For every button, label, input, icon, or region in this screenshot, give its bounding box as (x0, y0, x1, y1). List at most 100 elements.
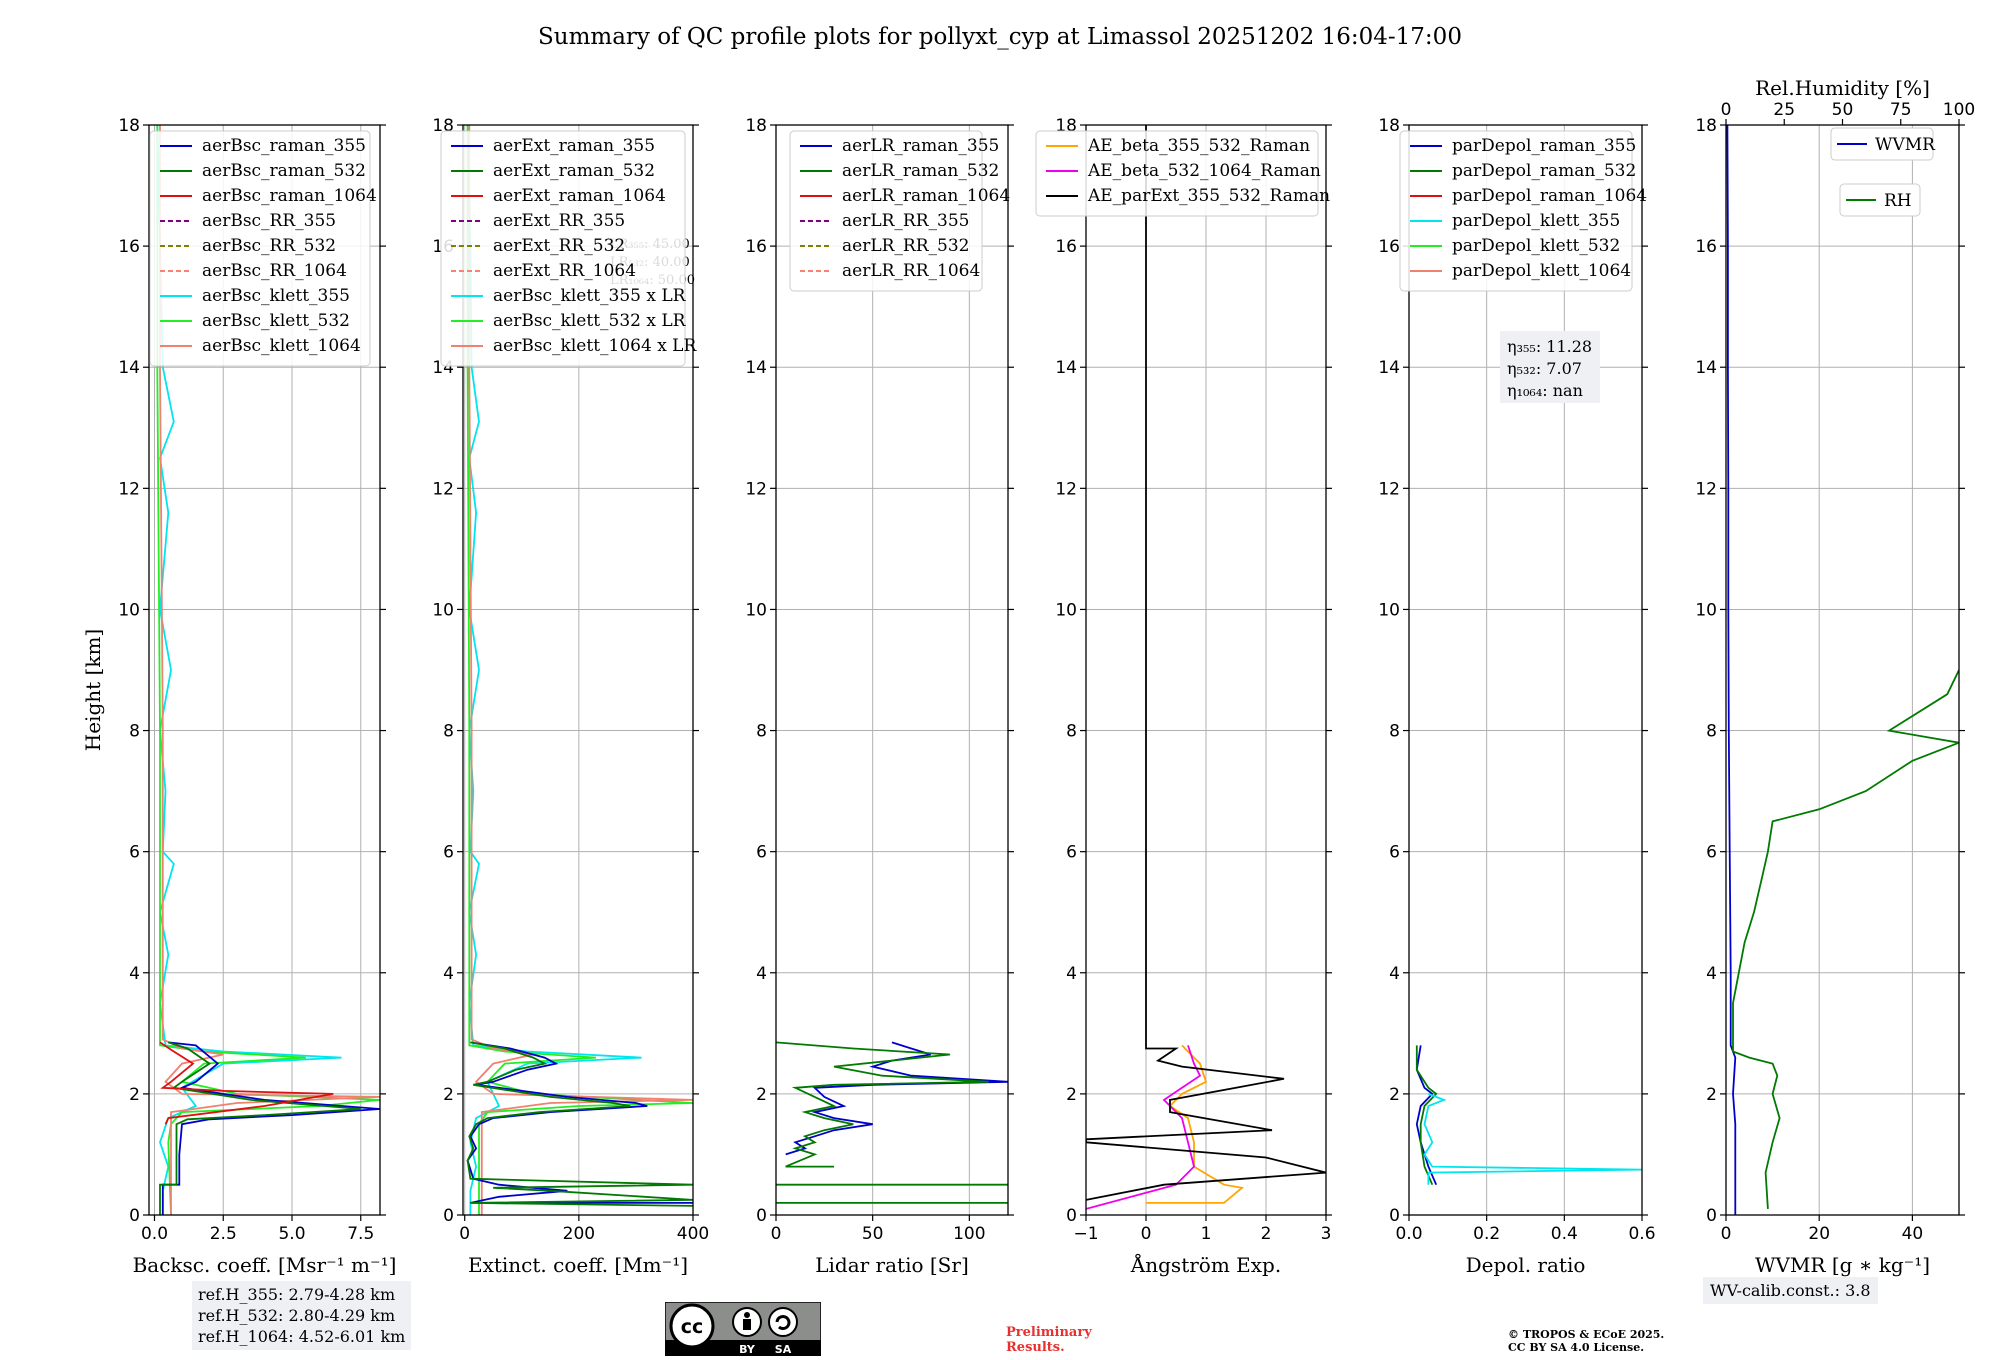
y-tick-label: 10 (118, 600, 140, 620)
ref-height-355: ref.H_355: 2.79-4.28 km (198, 1285, 396, 1304)
legend: aerLR_raman_355 aerLR_raman_532 aerLR_rama… (789, 130, 1010, 292)
y-tick-label: 16 (745, 237, 767, 257)
y-tick-label: 4 (1066, 964, 1077, 984)
y-tick-label: 4 (443, 964, 454, 984)
series-aerbsc-raman-355 (161, 1041, 380, 1215)
legend-entry: aerBsc_raman_532 (202, 161, 366, 181)
y-tick-label: 2 (1389, 1085, 1400, 1105)
sa-arrow-icon (775, 1315, 791, 1330)
ref-height-532: ref.H_532: 2.80-4.29 km (198, 1306, 396, 1325)
x-tick-label: 0 (459, 1224, 470, 1244)
y-axis-label: Height [km] (81, 629, 105, 751)
legend-entry: AE_beta_532_1064_Raman (1087, 161, 1321, 181)
legend-frame (1839, 183, 1921, 217)
legend-entry: aerExt_RR_1064 (493, 261, 636, 281)
series-group (466, 125, 693, 1215)
y-tick-label: 14 (745, 358, 767, 378)
y-tick-label: 2 (1706, 1085, 1717, 1105)
legend-rh: RH (1839, 183, 1921, 217)
sa-share-alike-icon (768, 1307, 798, 1337)
legend-entry: parDepol_raman_1064 (1452, 186, 1647, 206)
legend-entry: aerLR_RR_532 (842, 236, 969, 256)
y-tick-label: 10 (432, 600, 454, 620)
eta-box (1500, 331, 1600, 403)
y-tick-label: 2 (443, 1085, 454, 1105)
legend: AE_beta_355_532_Raman AE_beta_532_1064_Ra… (1035, 130, 1330, 217)
x-tick-label: 0 (1141, 1224, 1152, 1244)
y-tick-label: 0 (1066, 1206, 1077, 1226)
series-group (776, 1041, 1008, 1204)
x-tick-label: 0.6 (1628, 1224, 1655, 1244)
legend-entry: aerExt_raman_532 (493, 161, 655, 181)
top-x-tick-label: 25 (1773, 100, 1795, 120)
copyright-line-2: CC BY SA 4.0 License. (1508, 1341, 1645, 1354)
panel-depol: 0 2 4 6 8 10 12 14 16 18 0.0 0.2 0.4 0.6 Depol. ratio η… (1378, 116, 1655, 1277)
x-tick-label: 0 (1721, 1224, 1732, 1244)
top-x-tick-label: 100 (1943, 100, 1975, 120)
series-pardepol-raman-532 (1415, 1045, 1438, 1186)
x-tick-label: 400 (677, 1224, 709, 1244)
y-tick-label: 2 (756, 1085, 767, 1105)
ref-height-1064: ref.H_1064: 4.52-6.01 km (198, 1327, 406, 1346)
legend: aerBsc_raman_355 aerBsc_raman_532 aerBsc_r… (149, 130, 377, 367)
panel-backscatter: 0 2 4 6 8 10 12 14 16 18 0.0 2.5 5.0 7.5 Backsc. coeff… (118, 116, 396, 1277)
y-tick-label: 16 (1695, 237, 1717, 257)
x-tick-label: 0 (771, 1224, 782, 1244)
panel-extinction: 0246810121416180200400Extinct. coeff. [M… (432, 116, 709, 1277)
legend-frame (440, 130, 686, 367)
y-tick-label: 8 (129, 722, 140, 742)
series-pardepol-klett-355 (1423, 1093, 1642, 1185)
series-wvmr (1726, 125, 1737, 1215)
y-tick-label: 4 (756, 964, 767, 984)
y-tick-label: 12 (1378, 479, 1400, 499)
legend-entry: aerBsc_klett_1064 x LR (493, 336, 697, 356)
y-tick-label: 10 (1055, 600, 1077, 620)
y-tick-label: 14 (1378, 358, 1400, 378)
x-axis-label: WVMR [g ∗ kg⁻¹] (1755, 1253, 1930, 1277)
y-tick-label: 8 (443, 722, 454, 742)
legend-frame (1830, 127, 1934, 161)
y-tick-label: 4 (1706, 964, 1717, 984)
x-tick-label: 2.5 (210, 1224, 237, 1244)
legend-entry: parDepol_klett_355 (1452, 211, 1620, 231)
legend-entry: aerBsc_raman_1064 (202, 186, 377, 206)
x-tick-label: 0.4 (1551, 1224, 1578, 1244)
panel-lidar_ratio: 0 2 4 6 8 10 12 14 16 18 0 50 100 Lidar ratio [Sr] aer… (745, 116, 1014, 1277)
y-tick-label: 6 (1066, 843, 1077, 863)
preliminary-line-2: Results. (1006, 1340, 1065, 1355)
legend-entry: aerBsc_klett_532 (202, 311, 350, 331)
legend-entry: aerBsc_klett_355 (202, 286, 350, 306)
legend-frame (789, 130, 983, 292)
cc-logo-text: cc (681, 1316, 704, 1338)
preliminary-line-1: Preliminary (1006, 1325, 1092, 1340)
series-aerbsc-klett-1064-x-lr (468, 125, 693, 1215)
x-axis-label: Ångström Exp. (1130, 1252, 1281, 1277)
legend-frame (1035, 130, 1319, 217)
y-tick-label: 12 (118, 479, 140, 499)
x-tick-label: 1 (1201, 1224, 1212, 1244)
y-tick-label: 14 (1695, 358, 1717, 378)
y-tick-label: 14 (1055, 358, 1077, 378)
copyright-note: © TROPOS & ECoE 2025. CC BY SA 4.0 Licen… (1508, 1328, 1664, 1354)
series-ae-beta-355-532-raman (1146, 1044, 1245, 1204)
reference-heights-box: ref.H_355: 2.79-4.28 km ref.H_532: 2.80-… (192, 1281, 412, 1350)
eta-label: η₁₀₆₄: nan (1507, 381, 1583, 400)
x-tick-label: 40 (1902, 1224, 1924, 1244)
legend-entry: aerBsc_klett_355 x LR (493, 286, 687, 306)
x-axis-label: Lidar ratio [Sr] (815, 1253, 969, 1277)
series-ae-parext-355-532-raman (1086, 125, 1326, 1201)
x-axis-label: Depol. ratio (1466, 1253, 1586, 1277)
sa-label: SA (775, 1343, 792, 1356)
y-tick-label: 8 (1706, 722, 1717, 742)
legend-entry: aerExt_raman_355 (493, 136, 655, 156)
eta-label: η₅₃₂: 7.07 (1507, 359, 1582, 378)
legend-entry: aerExt_RR_532 (493, 236, 625, 256)
series-aerbsc-raman-1064 (159, 1041, 334, 1125)
legend-entry: aerExt_raman_1064 (493, 186, 666, 206)
legend-entry: aerExt_RR_355 (493, 211, 625, 231)
x-axis-label: Extinct. coeff. [Mm⁻¹] (468, 1253, 688, 1277)
wv-calib-box: WV-calib.const.: 3.8 (1703, 1277, 1878, 1304)
y-tick-label: 18 (1378, 116, 1400, 136)
y-tick-label: 4 (1389, 964, 1400, 984)
